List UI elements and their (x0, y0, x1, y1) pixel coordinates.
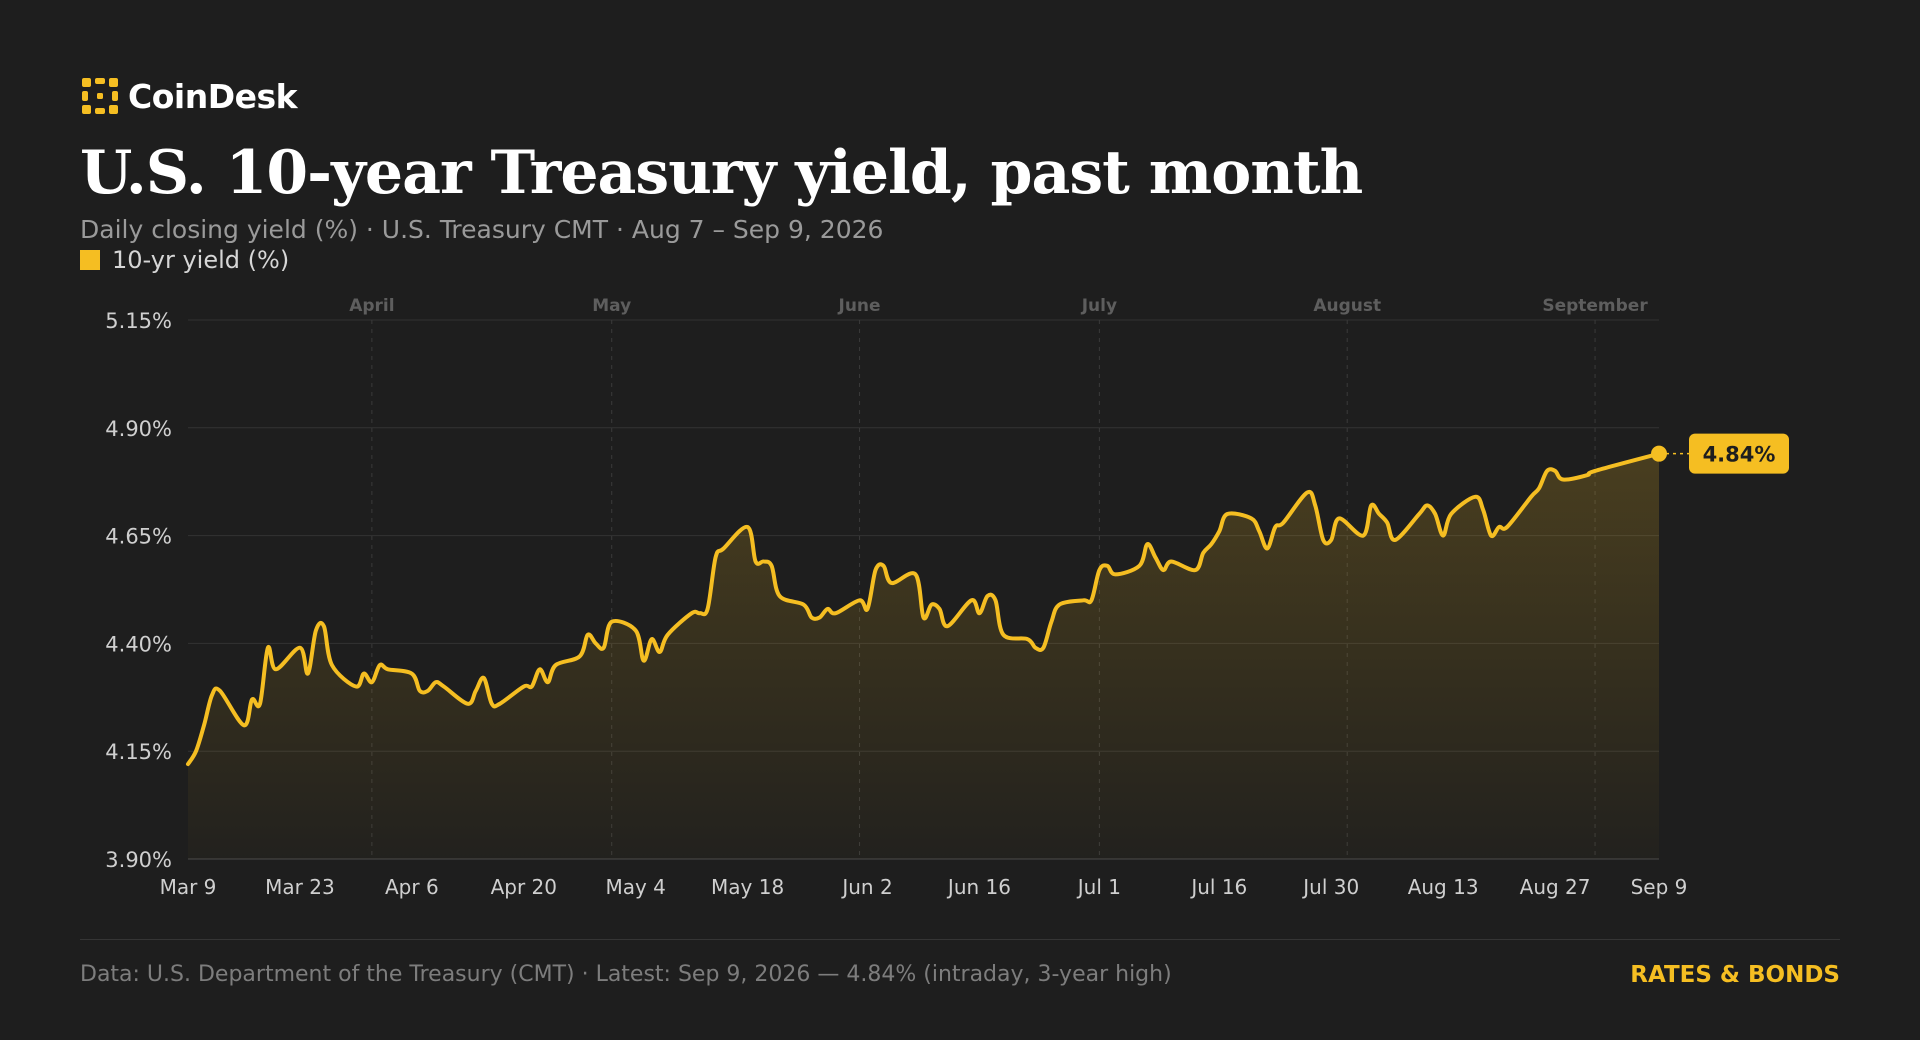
month-label: July (1081, 296, 1117, 316)
x-tick-label: Aug 13 (1408, 875, 1479, 899)
x-tick-label: Jul 30 (1301, 875, 1359, 899)
last-value-point (1651, 445, 1667, 462)
y-tick-label: 4.65% (105, 525, 172, 549)
source-note: Data: U.S. Department of the Treasury (C… (80, 962, 1172, 987)
legend-label: 10-yr yield (%) (112, 246, 290, 274)
x-tick-label: Aug 27 (1520, 875, 1591, 899)
x-tick-label: Jun 2 (840, 875, 892, 899)
x-tick-label: Mar 9 (160, 875, 217, 899)
series-line (186, 451, 1661, 767)
month-label: August (1313, 296, 1381, 316)
x-tick-label: Apr 6 (385, 875, 439, 899)
chart-subtitle: Daily closing yield (%) · U.S. Treasury … (80, 215, 884, 244)
last-value-badge (1689, 433, 1789, 474)
legend: 10-yr yield (%) (80, 246, 289, 274)
section-tag[interactable]: RATES & BONDS (1630, 962, 1840, 988)
legend-swatch (80, 250, 100, 270)
yield-chart: 3.90% 4.15% 4.40% 4.65% 4.90% 5.15% April May Ju… (105, 296, 1789, 899)
brand: CoinDesk (80, 72, 298, 120)
last-value-label: 4.84% (1703, 443, 1776, 467)
x-tick-label: Sep 9 (1631, 875, 1688, 899)
month-label: April (349, 296, 394, 316)
x-tick-label: Jun 16 (946, 875, 1011, 899)
y-tick-label: 3.90% (105, 848, 172, 872)
x-tick-label: Apr 20 (491, 875, 557, 899)
month-label: May (592, 296, 631, 316)
x-tick-label: Mar 23 (265, 875, 335, 899)
series-area (188, 453, 1659, 859)
x-tick-label: May 4 (605, 875, 665, 899)
footer-divider (80, 939, 1840, 940)
brand-name: CoinDesk (128, 76, 298, 116)
x-tick-label: May 18 (711, 875, 784, 899)
y-tick-label: 4.15% (105, 740, 172, 764)
chart-title: U.S. 10-year Treasury yield, past month (80, 138, 1363, 208)
x-tick-label: Jul 16 (1189, 875, 1247, 899)
month-label: September (1542, 296, 1648, 316)
y-tick-label: 4.40% (105, 632, 172, 656)
x-tick-label: Jul 1 (1076, 875, 1121, 899)
y-tick-label: 4.90% (105, 417, 172, 441)
coindesk-logo-icon (82, 78, 118, 114)
y-tick-label: 5.15% (105, 309, 172, 333)
month-label: June (838, 296, 881, 316)
